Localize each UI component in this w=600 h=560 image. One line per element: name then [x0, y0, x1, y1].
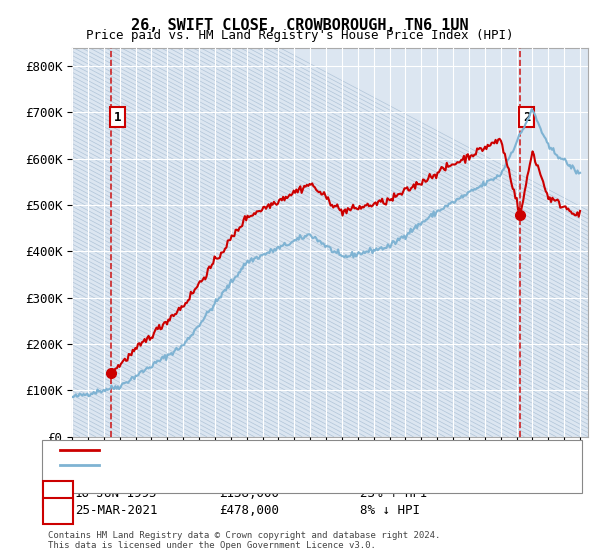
Text: 25-MAR-2021: 25-MAR-2021 — [75, 504, 157, 517]
Text: 2: 2 — [523, 111, 530, 124]
Text: 2: 2 — [55, 504, 62, 517]
Text: £478,000: £478,000 — [219, 504, 279, 517]
Text: 26, SWIFT CLOSE, CROWBOROUGH, TN6 1UN (detached house): 26, SWIFT CLOSE, CROWBOROUGH, TN6 1UN (d… — [105, 445, 470, 455]
Text: HPI: Average price, detached house, Wealden: HPI: Average price, detached house, Weal… — [105, 460, 395, 470]
Text: 1: 1 — [55, 487, 62, 501]
Text: 8% ↓ HPI: 8% ↓ HPI — [360, 504, 420, 517]
Text: 26, SWIFT CLOSE, CROWBOROUGH, TN6 1UN: 26, SWIFT CLOSE, CROWBOROUGH, TN6 1UN — [131, 18, 469, 33]
Text: Price paid vs. HM Land Registry's House Price Index (HPI): Price paid vs. HM Land Registry's House … — [86, 29, 514, 42]
Text: 23% ↑ HPI: 23% ↑ HPI — [360, 487, 427, 501]
Text: Contains HM Land Registry data © Crown copyright and database right 2024.
This d: Contains HM Land Registry data © Crown c… — [48, 531, 440, 550]
Text: 1: 1 — [113, 111, 121, 124]
Text: 16-JUN-1995: 16-JUN-1995 — [75, 487, 157, 501]
Text: £138,000: £138,000 — [219, 487, 279, 501]
